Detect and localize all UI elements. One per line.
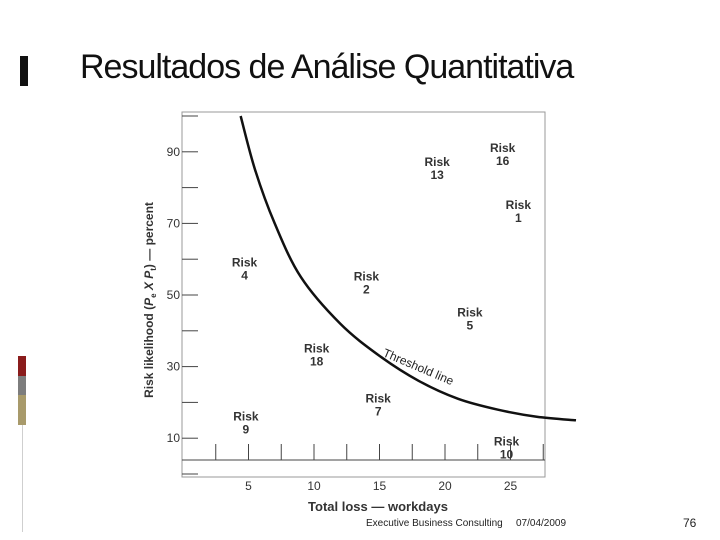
side-accent-red [18, 356, 26, 376]
risk-point-label: 10 [500, 447, 514, 461]
risk-point-label: Risk [490, 141, 516, 155]
y-tick-label: 30 [167, 360, 181, 374]
risk-point-label: 9 [243, 422, 250, 436]
footer-brand: Executive Business Consulting [366, 518, 503, 529]
title-bullet-bar [20, 56, 28, 86]
risk-point-label: 7 [375, 404, 382, 418]
slide-title: Resultados de Análise Quantitativa [80, 48, 574, 86]
risk-point-label: 1 [515, 211, 522, 225]
risk-point-label: 18 [310, 354, 324, 368]
risk-point-label: 13 [430, 168, 444, 182]
risk-point-label: Risk [232, 255, 258, 269]
y-axis-label-part: P [142, 270, 156, 279]
x-axis: 5 10 15 20 25 [182, 444, 545, 493]
y-axis-label-part: Risk likelihood ( [142, 306, 156, 398]
x-tick-label: 25 [504, 479, 518, 493]
y-axis-label-part: e [149, 293, 158, 298]
risk-point-label: Risk [457, 305, 483, 319]
risk-point-label: 4 [241, 268, 248, 282]
risk-point-label: Risk [304, 341, 330, 355]
risk-point-label: Risk [494, 434, 520, 448]
risk-point-label: 5 [467, 318, 474, 332]
y-axis-label-part: t [149, 268, 158, 271]
y-axis-label-part: ) — percent [142, 202, 156, 268]
y-axis: 10 30 50 70 90 [167, 115, 198, 475]
risk-point-label: Risk [354, 270, 380, 284]
risk-point-label: 2 [363, 283, 370, 297]
x-tick-label: 20 [438, 479, 452, 493]
side-accent-tan [18, 395, 26, 425]
page-number: 76 [683, 516, 697, 530]
x-tick-label: 15 [373, 479, 387, 493]
x-tick-label: 10 [307, 479, 321, 493]
threshold-line [239, 115, 577, 422]
risk-point-label: Risk [424, 155, 450, 169]
y-tick-label: 90 [167, 145, 181, 159]
y-axis-label-part: X [142, 279, 156, 294]
y-axis-label: Risk likelihood (Pe X Pt) — percent [142, 202, 158, 398]
risk-point-label: 16 [496, 154, 510, 168]
risk-point-label: Risk [506, 198, 532, 212]
y-tick-label: 50 [167, 288, 181, 302]
y-axis-label-part: P [142, 297, 156, 306]
x-tick-label: 5 [245, 479, 252, 493]
risk-point-label: Risk [233, 409, 259, 423]
side-accent-gray [18, 376, 26, 395]
footer-date: 07/04/2009 [516, 518, 567, 529]
y-tick-label: 10 [167, 431, 181, 445]
side-accent-line [22, 425, 23, 532]
risk-point-label: Risk [366, 391, 392, 405]
y-tick-label: 70 [167, 216, 181, 230]
x-axis-label: Total loss — workdays [308, 499, 448, 514]
